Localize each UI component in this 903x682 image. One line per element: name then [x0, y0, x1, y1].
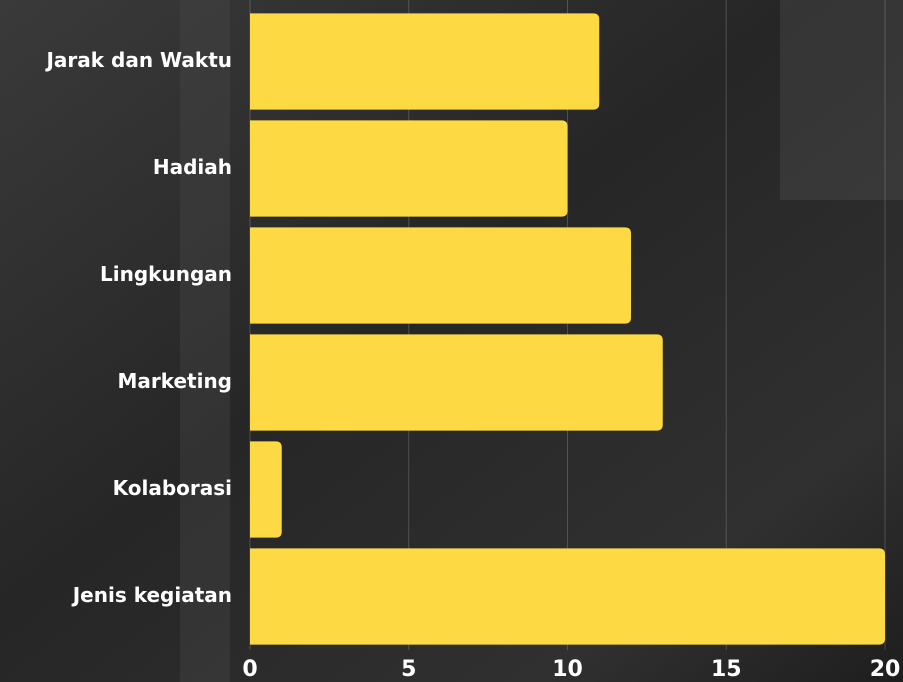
bar	[250, 334, 663, 430]
background-pillar	[180, 0, 230, 682]
y-tick-label: Lingkungan	[100, 262, 232, 286]
bar	[250, 441, 282, 537]
chart: 0 5 10 15 20 Jarak dan Waktu Hadiah Lingkungan M…	[0, 0, 903, 682]
x-tick-label: 5	[401, 657, 416, 682]
bar	[250, 227, 631, 323]
y-tick-label: Marketing	[117, 369, 232, 393]
bar	[250, 120, 568, 216]
bar	[250, 548, 885, 644]
bar	[250, 13, 599, 109]
y-tick-label: Jarak dan Waktu	[44, 48, 232, 72]
x-tick-label: 10	[552, 657, 583, 682]
x-tick-label: 0	[242, 657, 257, 682]
x-tick-label: 20	[870, 657, 901, 682]
y-tick-label: Hadiah	[153, 155, 232, 179]
y-tick-label: Kolaborasi	[113, 476, 232, 500]
x-tick-label: 15	[711, 657, 742, 682]
y-tick-label: Jenis kegiatan	[71, 583, 232, 607]
page: 0 5 10 15 20 Jarak dan Waktu Hadiah Lingkungan M…	[0, 0, 903, 682]
